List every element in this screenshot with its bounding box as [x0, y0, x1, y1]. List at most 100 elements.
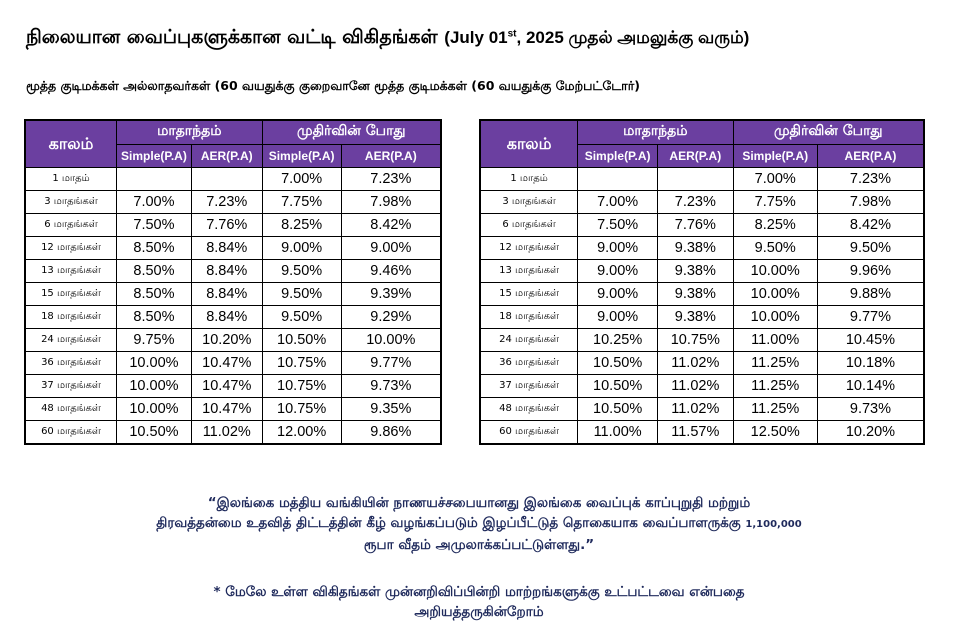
- monthly-simple-cell: 8.50%: [116, 236, 192, 260]
- maturity-simple-cell: 9.50%: [261, 259, 342, 283]
- maturity-aer-cell: 9.96%: [816, 259, 925, 283]
- monthly-aer-cell: 11.02%: [657, 374, 734, 398]
- period-cell: 15 மாதங்கள்: [24, 282, 118, 306]
- table-row: 12 மாதங்கள் 8.50% 8.84% 9.00% 9.00%: [24, 236, 442, 260]
- monthly-aer-cell: 11.02%: [190, 420, 263, 445]
- maturity-aer-cell: 10.00%: [340, 328, 442, 352]
- maturity-header: முதிர்வின் போது: [732, 119, 925, 145]
- monthly-aer-cell: 11.57%: [657, 420, 734, 445]
- monthly-simple-cell: 10.25%: [577, 328, 659, 352]
- monthly-simple-cell: 9.75%: [116, 328, 192, 352]
- maturity-aer-cell: 9.86%: [340, 420, 442, 445]
- table-row: 24 மாதங்கள் 9.75% 10.20% 10.50% 10.00%: [24, 328, 442, 352]
- period-cell: 6 மாதங்கள்: [479, 213, 579, 237]
- period-cell: 48 மாதங்கள்: [24, 397, 118, 421]
- title-main: நிலையான வைப்புகளுக்கான வட்டி விகிதங்கள்: [26, 26, 438, 48]
- monthly-aer-cell: 7.23%: [657, 190, 734, 214]
- table-row: 37 மாதங்கள் 10.50% 11.02% 11.25% 10.14%: [479, 374, 925, 398]
- table-row: 37 மாதங்கள் 10.00% 10.47% 10.75% 9.73%: [24, 374, 442, 398]
- monthly-simple-cell: 7.00%: [116, 190, 192, 214]
- monthly-simple-cell: 10.50%: [577, 397, 659, 421]
- maturity-simple-cell: 11.25%: [732, 374, 818, 398]
- maturity-simple-cell: 9.00%: [261, 236, 342, 260]
- table-row: 24 மாதங்கள் 10.25% 10.75% 11.00% 10.45%: [479, 328, 925, 352]
- table-row: 3 மாதங்கள் 7.00% 7.23% 7.75% 7.98%: [24, 190, 442, 214]
- maturity-simple-cell: 9.50%: [261, 305, 342, 329]
- maturity-aer-cell: 10.45%: [816, 328, 925, 352]
- maturity-aer-cell: 9.77%: [816, 305, 925, 329]
- insured-amount: 1,100,000: [745, 519, 802, 530]
- maturity-aer-cell: 7.23%: [816, 167, 925, 191]
- table-row: 60 மாதங்கள் 10.50% 11.02% 12.00% 9.86%: [24, 420, 442, 445]
- maturity-aer-cell: 9.46%: [340, 259, 442, 283]
- maturity-simple-cell: 10.00%: [732, 259, 818, 283]
- monthly-simple-cell: 8.50%: [116, 282, 192, 306]
- maturity-aer-cell: 10.14%: [816, 374, 925, 398]
- monthly-simple-cell: [577, 167, 659, 191]
- monthly-simple-cell: 10.50%: [577, 374, 659, 398]
- monthly-simple-cell: 10.50%: [577, 351, 659, 375]
- title-effective-date: (July 01st, 2025 முதல் அமலுக்கு வரும்): [444, 28, 750, 47]
- monthly-simple-cell: 8.50%: [116, 259, 192, 283]
- monthly-aer-cell: [190, 167, 263, 191]
- table-row: 36 மாதங்கள் 10.50% 11.02% 11.25% 10.18%: [479, 351, 925, 375]
- maturity-simple-cell: 11.25%: [732, 351, 818, 375]
- monthly-aer-header: AER(P.A): [657, 143, 734, 168]
- monthly-aer-cell: 11.02%: [657, 397, 734, 421]
- maturity-aer-cell: 9.50%: [816, 236, 925, 260]
- monthly-aer-cell: 7.76%: [657, 213, 734, 237]
- maturity-aer-header: AER(P.A): [340, 143, 442, 168]
- maturity-aer-header: AER(P.A): [816, 143, 925, 168]
- table-row: 60 மாதங்கள் 11.00% 11.57% 12.50% 10.20%: [479, 420, 925, 445]
- table-row: 18 மாதங்கள் 9.00% 9.38% 10.00% 9.77%: [479, 305, 925, 329]
- monthly-simple-cell: 9.00%: [577, 282, 659, 306]
- monthly-simple-cell: 9.00%: [577, 305, 659, 329]
- maturity-simple-cell: 7.75%: [732, 190, 818, 214]
- maturity-simple-cell: 10.75%: [261, 374, 342, 398]
- maturity-simple-header: Simple(P.A): [732, 143, 818, 168]
- maturity-aer-cell: 8.42%: [816, 213, 925, 237]
- maturity-aer-cell: 10.20%: [816, 420, 925, 445]
- monthly-aer-cell: 8.84%: [190, 282, 263, 306]
- monthly-simple-cell: 11.00%: [577, 420, 659, 445]
- monthly-aer-cell: 9.38%: [657, 259, 734, 283]
- period-cell: 6 மாதங்கள்: [24, 213, 118, 237]
- monthly-simple-cell: 8.50%: [116, 305, 192, 329]
- rates-table-senior: காலம் மாதாந்தம் முதிர்வின் போது Simple(P.A)…: [479, 119, 925, 445]
- table-row: 48 மாதங்கள் 10.50% 11.02% 11.25% 9.73%: [479, 397, 925, 421]
- period-cell: 12 மாதங்கள்: [24, 236, 118, 260]
- monthly-aer-cell: 9.38%: [657, 236, 734, 260]
- period-cell: 1 மாதம்: [479, 167, 579, 191]
- period-cell: 48 மாதங்கள்: [479, 397, 579, 421]
- monthly-simple-cell: 7.50%: [577, 213, 659, 237]
- monthly-aer-cell: 8.84%: [190, 236, 263, 260]
- period-cell: 36 மாதங்கள்: [24, 351, 118, 375]
- rates-table-non-senior: காலம் மாதாந்தம் முதிர்வின் போது Simple(P.A)…: [24, 119, 442, 445]
- monthly-simple-header: Simple(P.A): [577, 143, 659, 168]
- monthly-aer-cell: 8.84%: [190, 259, 263, 283]
- period-header: காலம்: [479, 119, 579, 168]
- period-cell: 3 மாதங்கள்: [479, 190, 579, 214]
- monthly-simple-cell: 10.00%: [116, 374, 192, 398]
- table-row: 12 மாதங்கள் 9.00% 9.38% 9.50% 9.50%: [479, 236, 925, 260]
- monthly-aer-cell: 11.02%: [657, 351, 734, 375]
- table-row: 1 மாதம் 7.00% 7.23%: [479, 167, 925, 191]
- deposit-insurance-note: “இலங்கை மத்திய வங்கியின் நாணயச்சபையானது …: [156, 495, 802, 553]
- period-cell: 13 மாதங்கள்: [479, 259, 579, 283]
- period-cell: 24 மாதங்கள்: [479, 328, 579, 352]
- monthly-aer-cell: 10.47%: [190, 374, 263, 398]
- maturity-simple-header: Simple(P.A): [261, 143, 342, 168]
- maturity-simple-cell: 10.75%: [261, 351, 342, 375]
- page-title: நிலையான வைப்புகளுக்கான வட்டி விகிதங்கள் …: [26, 26, 749, 51]
- maturity-simple-cell: 8.25%: [261, 213, 342, 237]
- period-cell: 60 மாதங்கள்: [24, 420, 118, 445]
- maturity-simple-cell: 11.25%: [732, 397, 818, 421]
- monthly-aer-cell: 9.38%: [657, 282, 734, 306]
- monthly-aer-cell: [657, 167, 734, 191]
- maturity-header: முதிர்வின் போது: [261, 119, 442, 145]
- monthly-simple-cell: 10.00%: [116, 397, 192, 421]
- maturity-simple-cell: 12.00%: [261, 420, 342, 445]
- table-row: 6 மாதங்கள் 7.50% 7.76% 8.25% 8.42%: [24, 213, 442, 237]
- maturity-simple-cell: 10.00%: [732, 282, 818, 306]
- disclaimer-note: * மேலே உள்ள விகிதங்கள் முன்னறிவிப்பின்றி…: [213, 584, 745, 620]
